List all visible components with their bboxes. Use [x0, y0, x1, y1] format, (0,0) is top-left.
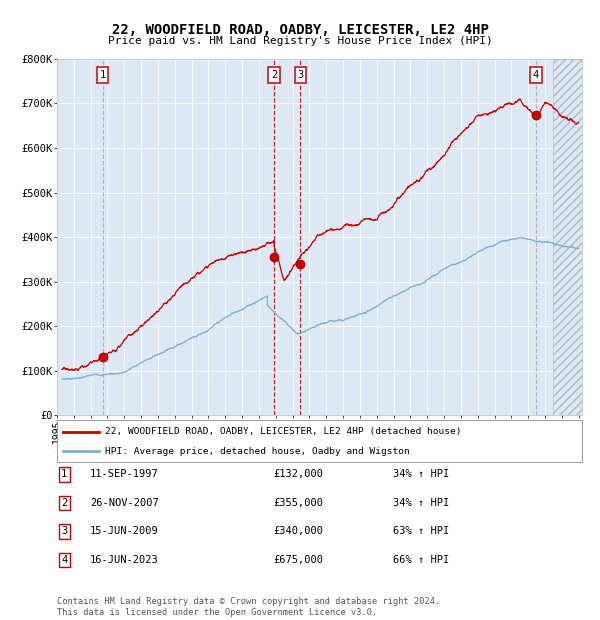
Text: 34% ↑ HPI: 34% ↑ HPI	[393, 469, 449, 479]
Text: 66% ↑ HPI: 66% ↑ HPI	[393, 555, 449, 565]
Text: 22, WOODFIELD ROAD, OADBY, LEICESTER, LE2 4HP (detached house): 22, WOODFIELD ROAD, OADBY, LEICESTER, LE…	[105, 427, 461, 436]
Text: 3: 3	[61, 526, 67, 536]
Text: 1: 1	[100, 70, 106, 80]
Bar	[553, 59, 599, 415]
Text: £355,000: £355,000	[273, 498, 323, 508]
Text: £675,000: £675,000	[273, 555, 323, 565]
Text: 2: 2	[61, 498, 67, 508]
Text: 26-NOV-2007: 26-NOV-2007	[90, 498, 159, 508]
Text: 16-JUN-2023: 16-JUN-2023	[90, 555, 159, 565]
Text: 63% ↑ HPI: 63% ↑ HPI	[393, 526, 449, 536]
Text: 1: 1	[61, 469, 67, 479]
Text: Contains HM Land Registry data © Crown copyright and database right 2024.
This d: Contains HM Land Registry data © Crown c…	[57, 598, 440, 617]
Text: £132,000: £132,000	[273, 469, 323, 479]
Text: Price paid vs. HM Land Registry's House Price Index (HPI): Price paid vs. HM Land Registry's House …	[107, 36, 493, 46]
Text: 22, WOODFIELD ROAD, OADBY, LEICESTER, LE2 4HP: 22, WOODFIELD ROAD, OADBY, LEICESTER, LE…	[112, 23, 488, 37]
Text: 2: 2	[271, 70, 277, 80]
Text: 34% ↑ HPI: 34% ↑ HPI	[393, 498, 449, 508]
Text: 4: 4	[533, 70, 539, 80]
Text: £340,000: £340,000	[273, 526, 323, 536]
Text: 4: 4	[61, 555, 67, 565]
Text: 15-JUN-2009: 15-JUN-2009	[90, 526, 159, 536]
Text: 11-SEP-1997: 11-SEP-1997	[90, 469, 159, 479]
Bar	[553, 59, 599, 415]
Text: HPI: Average price, detached house, Oadby and Wigston: HPI: Average price, detached house, Oadb…	[105, 447, 410, 456]
Text: 3: 3	[297, 70, 304, 80]
